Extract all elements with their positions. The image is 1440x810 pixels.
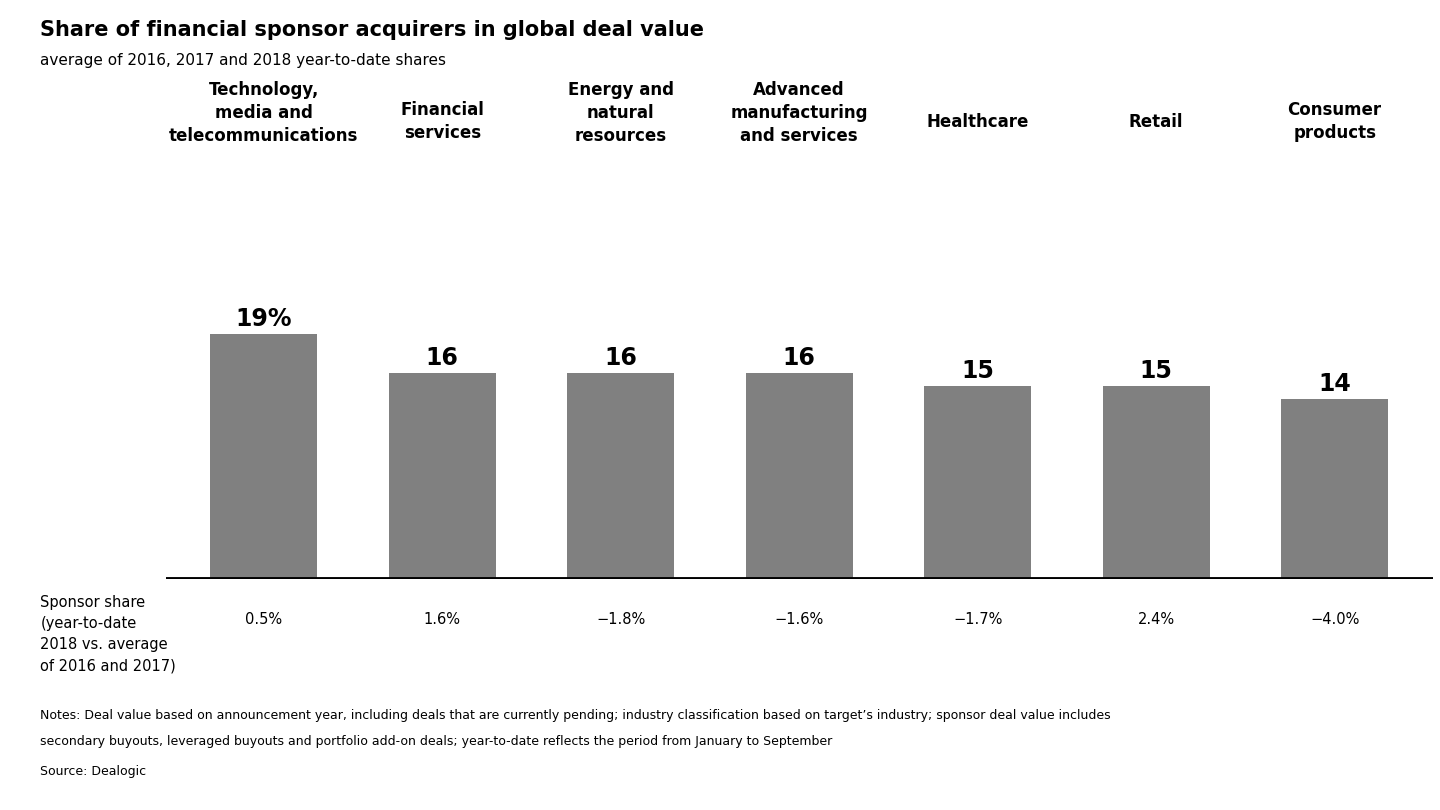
Bar [567,373,674,579]
Bar [746,373,852,579]
Text: 16: 16 [426,346,459,369]
Text: 1.6%: 1.6% [423,612,461,627]
Text: 19%: 19% [236,307,292,331]
Text: Share of financial sponsor acquirers in global deal value: Share of financial sponsor acquirers in … [40,20,704,40]
Text: 2.4%: 2.4% [1138,612,1175,627]
Text: −1.7%: −1.7% [953,612,1002,627]
Text: −1.8%: −1.8% [596,612,645,627]
Bar [389,373,495,579]
Text: Healthcare: Healthcare [926,113,1028,131]
Bar [210,335,317,579]
Text: secondary buyouts, leveraged buyouts and portfolio add-on deals; year-to-date re: secondary buyouts, leveraged buyouts and… [40,735,832,748]
Text: Technology,
media and
telecommunications: Technology, media and telecommunications [168,81,359,145]
Text: 15: 15 [1139,359,1172,382]
Text: Retail: Retail [1129,113,1184,131]
Text: Source: Dealogic: Source: Dealogic [40,765,147,778]
Text: −1.6%: −1.6% [775,612,824,627]
Text: Notes: Deal value based on announcement year, including deals that are currently: Notes: Deal value based on announcement … [40,709,1110,722]
Text: 16: 16 [605,346,636,369]
Text: Consumer
products: Consumer products [1287,101,1382,142]
Text: 14: 14 [1318,372,1351,395]
Text: 15: 15 [962,359,994,382]
Text: Sponsor share
(year-to-date
2018 vs. average
of 2016 and 2017): Sponsor share (year-to-date 2018 vs. ave… [40,595,176,673]
Text: Energy and
natural
resources: Energy and natural resources [567,81,674,145]
Text: −4.0%: −4.0% [1310,612,1359,627]
Bar [924,386,1031,579]
Bar [1103,386,1210,579]
Text: average of 2016, 2017 and 2018 year-to-date shares: average of 2016, 2017 and 2018 year-to-d… [40,53,446,68]
Text: 16: 16 [783,346,815,369]
Text: Advanced
manufacturing
and services: Advanced manufacturing and services [730,81,868,145]
Text: 0.5%: 0.5% [245,612,282,627]
Text: Financial
services: Financial services [400,101,484,142]
Bar [1282,399,1388,579]
